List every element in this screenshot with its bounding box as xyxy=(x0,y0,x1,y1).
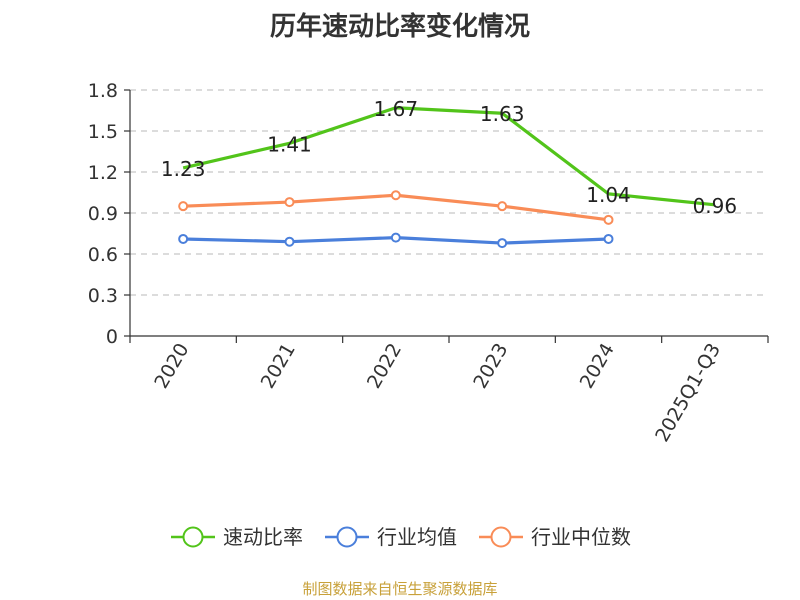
data-label: 1.63 xyxy=(480,102,525,126)
data-point xyxy=(497,238,508,249)
y-tick-label: 1.2 xyxy=(88,162,118,184)
legend: 速动比率 行业均值 行业中位数 xyxy=(171,525,631,549)
y-tick-label: 1.8 xyxy=(88,80,118,102)
legend-label: 行业中位数 xyxy=(531,525,631,549)
data-point xyxy=(603,214,614,225)
x-tick-label: 2023 xyxy=(469,339,512,392)
data-point xyxy=(603,233,614,244)
data-point xyxy=(284,236,295,247)
x-tick-label: 2020 xyxy=(150,340,193,393)
data-point xyxy=(390,190,401,201)
data-point xyxy=(284,197,295,208)
data-label: 1.04 xyxy=(586,183,631,207)
y-tick-label: 0.9 xyxy=(88,203,118,225)
x-tick-label: 2024 xyxy=(576,340,619,393)
data-label: 1.67 xyxy=(374,97,419,121)
series-group xyxy=(178,106,715,249)
legend-label: 速动比率 xyxy=(223,525,303,549)
y-tick-label: 0 xyxy=(106,326,118,348)
data-point xyxy=(497,201,508,212)
data-point xyxy=(178,233,189,244)
y-tick-label: 0.3 xyxy=(88,285,118,307)
axes: 0 0.3 0.6 0.9 1.2 1.5 1.8 2020 2021 2022 2023 2024 2… xyxy=(88,80,769,446)
data-labels: 1.23 1.41 1.67 1.63 1.04 0.96 xyxy=(161,97,737,218)
legend-label: 行业均值 xyxy=(377,525,457,549)
y-tick-label: 0.6 xyxy=(88,244,118,266)
data-label: 0.96 xyxy=(693,194,738,218)
series-line xyxy=(182,106,715,207)
legend-marker xyxy=(336,526,358,548)
data-point xyxy=(390,232,401,243)
data-label: 1.23 xyxy=(161,157,206,181)
x-tick-label: 2022 xyxy=(363,340,406,393)
data-label: 1.41 xyxy=(267,132,312,156)
data-point xyxy=(178,201,189,212)
grid-lines xyxy=(130,89,768,296)
source-footer: 制图数据来自恒生聚源数据库 xyxy=(302,580,498,598)
legend-marker xyxy=(490,526,512,548)
x-tick-label: 2025Q1-Q3 xyxy=(651,340,725,446)
y-tick-label: 1.5 xyxy=(88,121,118,143)
legend-marker xyxy=(182,526,204,548)
chart-title: 历年速动比率变化情况 xyxy=(269,12,530,42)
x-tick-label: 2021 xyxy=(257,340,300,393)
